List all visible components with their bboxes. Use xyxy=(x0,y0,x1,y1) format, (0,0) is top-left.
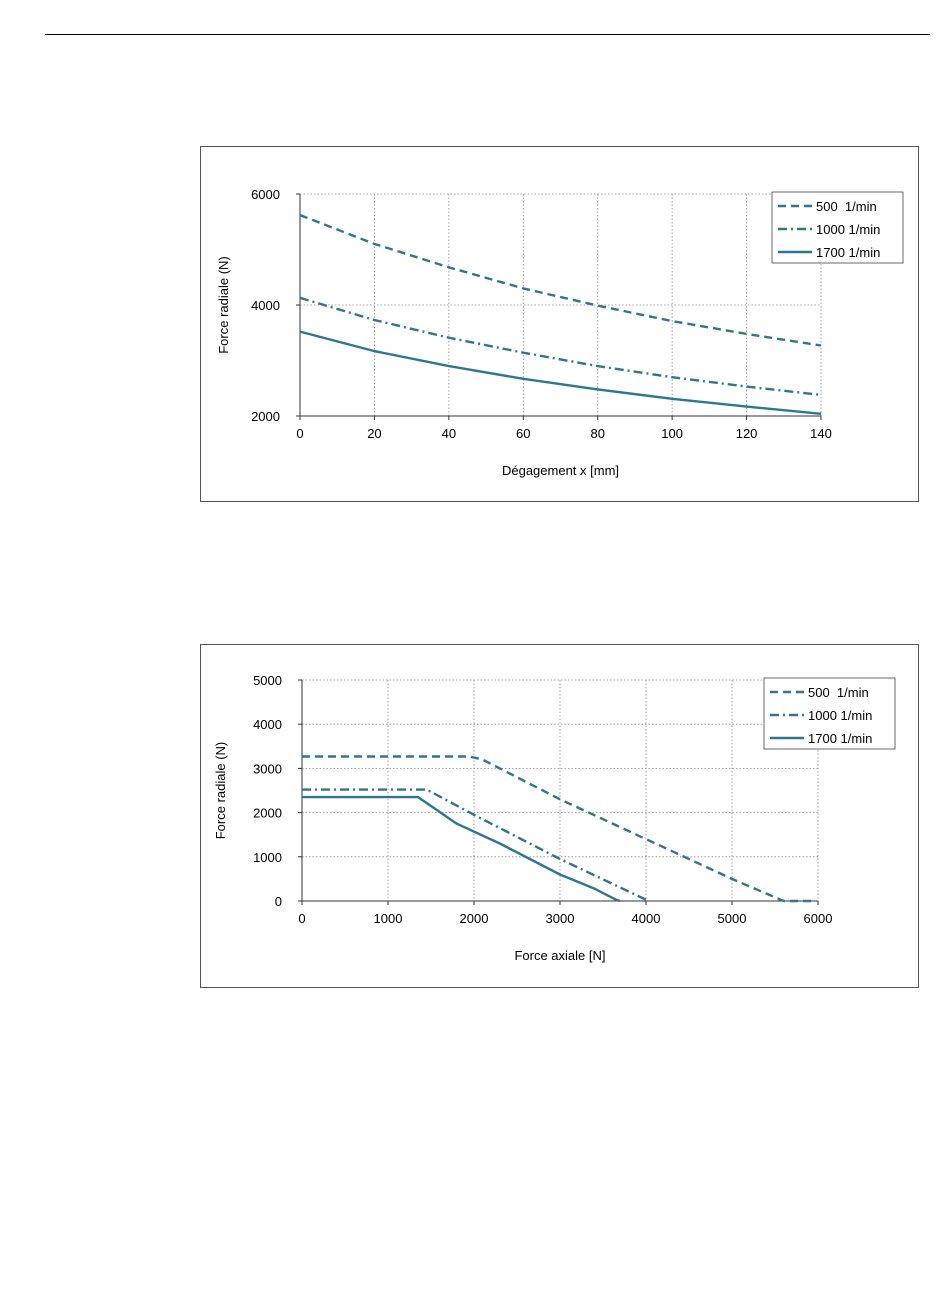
chart-radial-force-vs-clearance: 0 20 40 60 80 100 120 140 2000 4000 6000 Dégagement… xyxy=(200,146,919,502)
x-tick-label: 0 xyxy=(296,426,303,441)
legend: 500 1/min 1000 1/min 1700 1/min xyxy=(763,677,896,750)
series-line-dashdot xyxy=(302,788,650,903)
y-tick-label: 3000 xyxy=(253,761,282,776)
y-tick-label: 4000 xyxy=(251,298,280,313)
chart-radial-force-vs-axial-force: 0 1000 2000 3000 4000 5000 6000 0 1000 2000 3000 40… xyxy=(200,644,919,988)
legend-label: 500 1/min xyxy=(816,199,877,214)
grid xyxy=(299,193,822,417)
y-tick-label: 2000 xyxy=(251,409,280,424)
series-line-dashed xyxy=(299,213,822,347)
y-tick-label: 1000 xyxy=(253,850,282,865)
header-rule xyxy=(45,34,930,35)
x-tick-label: 0 xyxy=(298,911,305,926)
y-axis-label: Force radiale (N) xyxy=(213,742,228,840)
y-tick-label: 2000 xyxy=(253,806,282,821)
x-axis-label: Force axiale [N] xyxy=(514,948,605,963)
x-axis-label: Dégagement x [mm] xyxy=(502,463,619,478)
y-tick-label: 0 xyxy=(275,894,282,909)
legend-label: 1000 1/min xyxy=(808,708,872,723)
x-tick-label: 3000 xyxy=(546,911,575,926)
chart-canvas: 0 20 40 60 80 100 120 140 2000 4000 6000 Dégagement… xyxy=(216,187,904,478)
y-tick-label: 4000 xyxy=(253,717,282,732)
y-tick-label: 6000 xyxy=(251,187,280,202)
legend-label: 1000 1/min xyxy=(816,222,880,237)
x-tick-label: 2000 xyxy=(460,911,489,926)
x-tick-label: 140 xyxy=(810,426,832,441)
chart-canvas: 0 1000 2000 3000 4000 5000 6000 0 1000 2000 3000 40… xyxy=(213,673,896,963)
x-tick-label: 5000 xyxy=(718,911,747,926)
legend-label: 1700 1/min xyxy=(816,245,880,260)
series-line-solid xyxy=(302,795,621,903)
legend-label: 1700 1/min xyxy=(808,731,872,746)
x-tick-label: 120 xyxy=(736,426,758,441)
x-tick-label: 100 xyxy=(661,426,683,441)
x-tick-label: 4000 xyxy=(632,911,661,926)
y-tick-label: 5000 xyxy=(253,673,282,688)
series-line-dashdot xyxy=(299,296,822,397)
series-line-dashed xyxy=(302,755,814,903)
series-line-solid xyxy=(299,330,822,415)
x-tick-label: 20 xyxy=(367,426,381,441)
x-tick-label: 6000 xyxy=(804,911,833,926)
x-tick-label: 1000 xyxy=(374,911,403,926)
x-tick-label: 80 xyxy=(590,426,604,441)
y-axis-label: Force radiale (N) xyxy=(216,256,231,354)
legend: 500 1/min 1000 1/min 1700 1/min xyxy=(771,191,904,264)
legend-label: 500 1/min xyxy=(808,685,869,700)
x-tick-label: 40 xyxy=(442,426,456,441)
x-tick-label: 60 xyxy=(516,426,530,441)
